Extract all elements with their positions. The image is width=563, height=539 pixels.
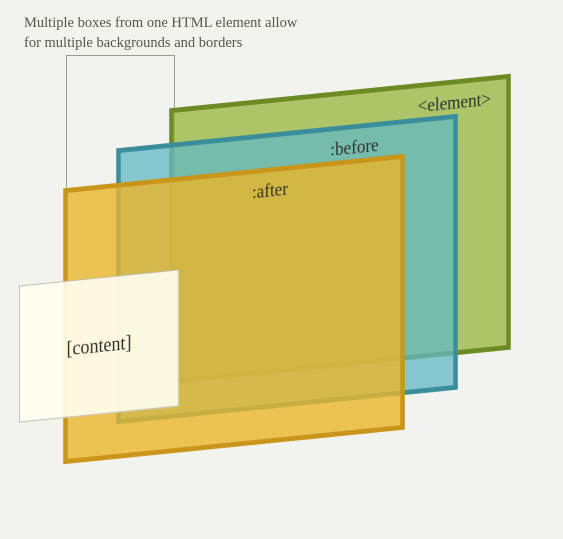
pointer-horizontal: [66, 55, 174, 56]
caption-line2: for multiple backgrounds and borders: [24, 35, 242, 51]
layer-content: [content]: [19, 269, 179, 422]
caption-line1: Multiple boxes from one HTML element all…: [24, 15, 297, 31]
diagram-caption: Multiple boxes from one HTML element all…: [24, 14, 297, 53]
layer-content-label: [content]: [67, 331, 132, 360]
diagram-scene: <element> :before :after [content]: [0, 60, 563, 539]
